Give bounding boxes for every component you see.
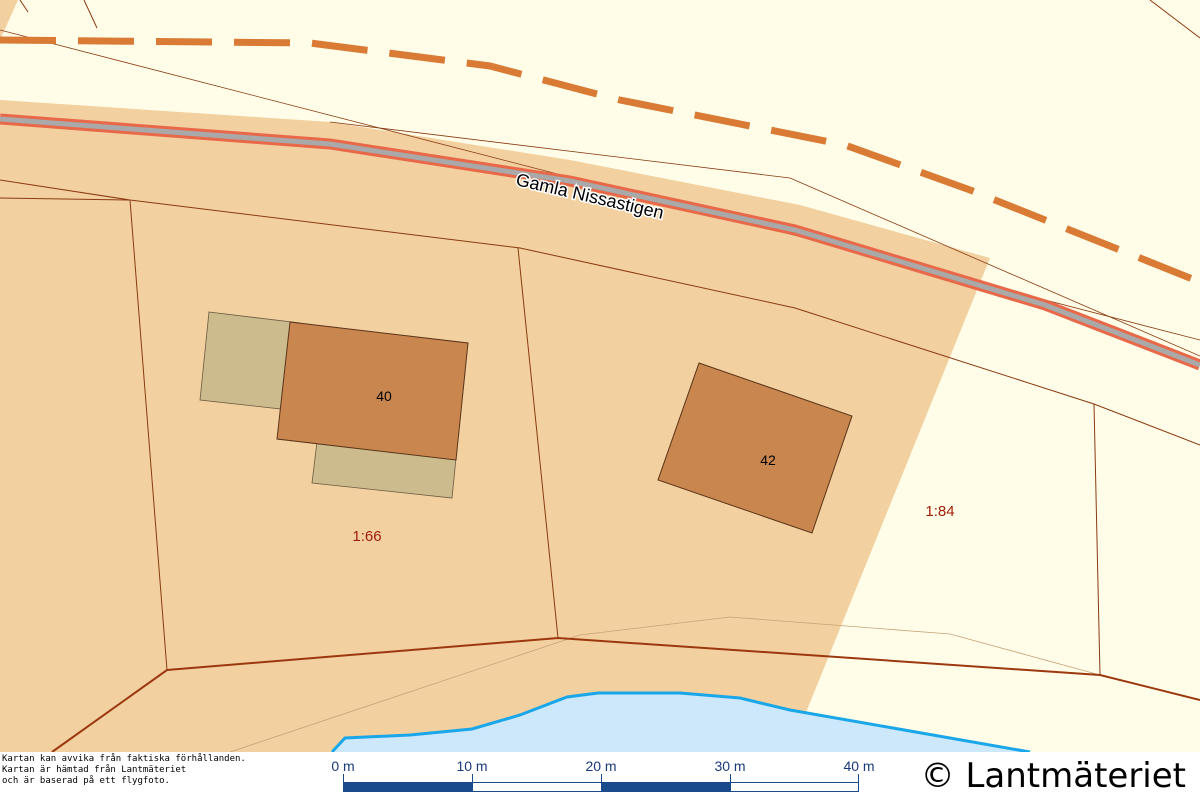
building-house-40[interactable] <box>276 321 469 461</box>
parcel-label-1-84: 1:84 <box>925 503 954 520</box>
disclaimer-line-2: Kartan är hämtad från Lantmäteriet <box>2 765 187 775</box>
scale-tick <box>343 774 344 782</box>
thick-property-line <box>51 636 1200 753</box>
disclaimer-line-3: och är baserad på ett flygfoto. <box>2 776 170 786</box>
copyright-notice: © Lantmäteriet <box>920 756 1186 796</box>
scale-tick <box>858 774 859 782</box>
scale-tick <box>472 774 473 782</box>
water-shoreline <box>330 691 1031 754</box>
scale-tick <box>730 774 731 782</box>
parcel-label-1-66: 1:66 <box>352 528 381 545</box>
scale-segment-dark <box>343 782 473 792</box>
scale-label-30: 30 m <box>714 758 746 774</box>
road-fill <box>0 116 1200 368</box>
residential-corner <box>0 0 18 40</box>
scale-segment-light <box>730 782 859 792</box>
disclaimer-line-1: Kartan kan avvika från faktiska förhålla… <box>2 754 246 764</box>
scale-segment-light <box>472 782 602 792</box>
scale-segment-dark <box>601 782 731 792</box>
water-area <box>332 693 1030 752</box>
scale-label-20: 20 m <box>585 758 617 774</box>
scale-label-0: 0 m <box>331 758 355 774</box>
scale-tick <box>601 774 602 782</box>
house-number-40: 40 <box>376 388 392 404</box>
map-footer: Kartan kan avvika från faktiska förhålla… <box>0 752 1200 800</box>
faint-lines <box>229 616 1101 753</box>
building-house-42[interactable] <box>657 362 853 534</box>
scale-label-10: 10 m <box>456 758 488 774</box>
dashed-path <box>0 36 1200 286</box>
house-number-42: 42 <box>760 452 776 468</box>
residential-area <box>0 100 990 752</box>
scale-label-40: 40 m <box>843 758 875 774</box>
